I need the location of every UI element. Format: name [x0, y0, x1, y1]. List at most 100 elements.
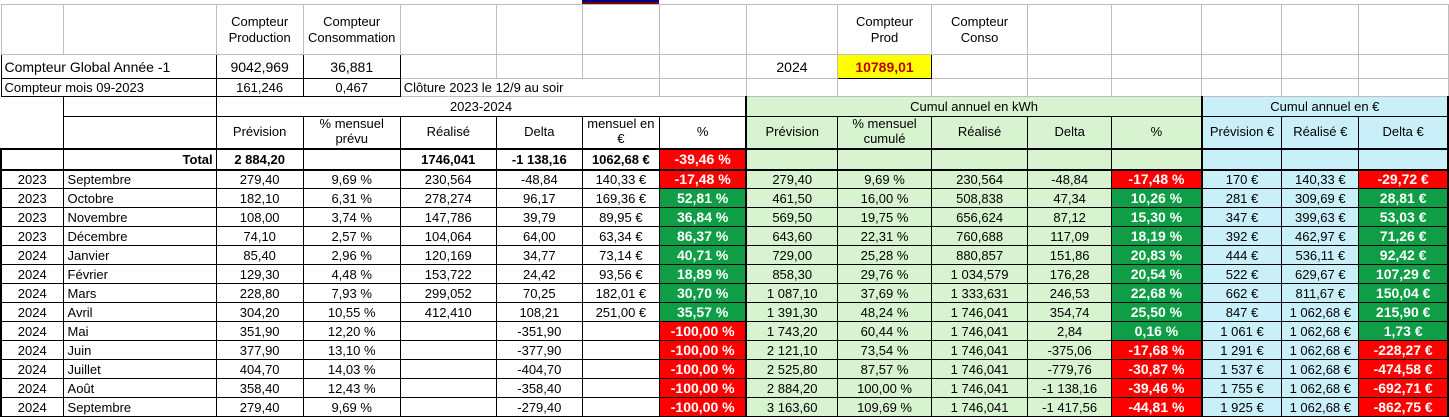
cell-realise[interactable]: 120,169: [399, 245, 497, 265]
cell-delta[interactable]: -351,90: [495, 321, 583, 341]
cell-delta[interactable]: 24,42: [495, 264, 583, 284]
cell-cumul-pct[interactable]: 9,69 %: [836, 169, 933, 189]
cell-year[interactable]: 2024: [0, 378, 64, 398]
empty-cell[interactable]: [745, 78, 839, 97]
cell-delta[interactable]: -279,40: [495, 397, 583, 417]
colheader-eur-0[interactable]: Prévision €: [1200, 116, 1283, 149]
cell-month[interactable]: Octobre: [62, 188, 217, 208]
cell-pct-mensuel[interactable]: [302, 147, 401, 171]
cell-cumul-realise[interactable]: 1 333,631: [931, 283, 1029, 303]
cell-prevision[interactable]: 182,10: [215, 188, 304, 208]
cell-delta-eur[interactable]: 107,29 €: [1358, 264, 1449, 284]
empty-cell[interactable]: [1201, 54, 1283, 79]
empty-cell[interactable]: [581, 54, 660, 79]
cell-realise[interactable]: [399, 397, 497, 417]
label-compteur-mois[interactable]: Compteur mois 09-2023: [0, 78, 217, 97]
cell-mensuel-eur[interactable]: [581, 340, 660, 360]
cell-cumul-prevision[interactable]: 3 163,60: [745, 397, 839, 417]
cell-prevision[interactable]: 108,00: [215, 207, 304, 227]
cell-delta-eur[interactable]: -228,27 €: [1358, 340, 1449, 360]
cell-cumul-pct[interactable]: 109,69 %: [836, 397, 933, 417]
cell-cumul-delta[interactable]: -1 417,56: [1027, 397, 1113, 417]
cell-delta[interactable]: 64,00: [495, 226, 583, 246]
cell-pct-mensuel[interactable]: 4,48 %: [302, 264, 401, 284]
cell-cumul-pct-result[interactable]: 20,54 %: [1111, 264, 1203, 284]
colheader-left-4[interactable]: mensuel en €: [581, 116, 660, 149]
empty-cell[interactable]: [1281, 54, 1360, 79]
cell-prevision[interactable]: 377,90: [215, 340, 304, 360]
cell-pct-mensuel[interactable]: 7,93 %: [302, 283, 401, 303]
colheader-left-3[interactable]: Delta: [495, 116, 583, 149]
cell-realise[interactable]: 230,564: [399, 169, 497, 189]
cell-year[interactable]: [0, 147, 64, 171]
cell-cumul-pct[interactable]: 87,57 %: [836, 359, 933, 379]
cell-delta-eur[interactable]: -692,71 €: [1358, 378, 1449, 398]
cell-pct-mensuel[interactable]: 12,43 %: [302, 378, 401, 398]
cell-pct-mensuel[interactable]: 10,55 %: [302, 302, 401, 322]
cell-cumul-pct-result[interactable]: -44,81 %: [1111, 397, 1203, 417]
value-global-consommation[interactable]: 36,881: [302, 54, 401, 79]
empty-cell[interactable]: [1281, 78, 1360, 97]
cell-month[interactable]: Février: [62, 264, 217, 284]
cell-delta[interactable]: -48,84: [495, 169, 583, 189]
cell-year[interactable]: 2023: [0, 226, 64, 246]
empty-cell[interactable]: [836, 78, 933, 97]
cell-mensuel-eur[interactable]: 140,33 €: [581, 169, 660, 189]
cell-cumul-realise[interactable]: 760,688: [931, 226, 1029, 246]
cell-pct-result[interactable]: 52,81 %: [658, 188, 747, 208]
cell-cumul-pct-result[interactable]: 25,50 %: [1111, 302, 1203, 322]
cell-prevision[interactable]: 351,90: [215, 321, 304, 341]
cell-prevision[interactable]: 279,40: [215, 169, 304, 189]
cell-cumul-prevision[interactable]: 858,30: [745, 264, 839, 284]
cell-cumul-pct[interactable]: 48,24 %: [836, 302, 933, 322]
cell-cumul-pct-result[interactable]: [1111, 147, 1203, 171]
cell-realise-eur[interactable]: 462,97 €: [1281, 226, 1360, 246]
cell-mensuel-eur[interactable]: 93,56 €: [581, 264, 660, 284]
colheader-kwh-2[interactable]: Réalisé: [931, 116, 1029, 149]
empty-cell[interactable]: [581, 4, 660, 55]
cell-realise[interactable]: 412,410: [399, 302, 497, 322]
cell-pct-mensuel[interactable]: 13,10 %: [302, 340, 401, 360]
cell-cumul-pct[interactable]: 16,00 %: [836, 188, 933, 208]
cell-prevision[interactable]: 74,10: [215, 226, 304, 246]
empty-cell[interactable]: [62, 96, 217, 117]
cell-realise-eur[interactable]: 1 062,68 €: [1281, 359, 1360, 379]
cell-cumul-delta[interactable]: -779,76: [1027, 359, 1113, 379]
cell-pct-result[interactable]: -100,00 %: [658, 359, 747, 379]
cell-cumul-pct-result[interactable]: -39,46 %: [1111, 378, 1203, 398]
colheader-kwh-1[interactable]: % mensuel cumulé: [836, 116, 933, 149]
cell-prevision-eur[interactable]: 1 537 €: [1200, 359, 1283, 379]
cell-pct-mensuel[interactable]: 14,03 %: [302, 359, 401, 379]
cell-cumul-realise[interactable]: 1 034,579: [931, 264, 1029, 284]
cell-month[interactable]: Novembre: [62, 207, 217, 227]
cell-cumul-realise[interactable]: 508,838: [931, 188, 1029, 208]
cell-cumul-delta[interactable]: 117,09: [1027, 226, 1113, 246]
header-compteur-prod[interactable]: Compteur Prod: [836, 4, 933, 55]
cell-mensuel-eur[interactable]: 1062,68 €: [581, 147, 660, 171]
cell-delta[interactable]: -1 138,16: [495, 147, 583, 171]
cell-cumul-pct[interactable]: 25,28 %: [836, 245, 933, 265]
cell-cumul-prevision[interactable]: 2 121,10: [745, 340, 839, 360]
cell-cumul-realise[interactable]: 1 746,041: [931, 302, 1029, 322]
cell-month[interactable]: Juillet: [62, 359, 217, 379]
cell-prevision[interactable]: 228,80: [215, 283, 304, 303]
empty-cell[interactable]: [399, 54, 497, 79]
empty-cell[interactable]: [931, 78, 1029, 97]
colheader-left-1[interactable]: % mensuel prévu: [302, 116, 401, 149]
cell-realise[interactable]: 153,722: [399, 264, 497, 284]
label-compteur-global[interactable]: Compteur Global Année -1: [0, 54, 217, 79]
cell-realise-eur[interactable]: 1 062,68 €: [1281, 378, 1360, 398]
cell-cumul-delta[interactable]: [1027, 147, 1113, 171]
cell-month[interactable]: Septembre: [62, 169, 217, 189]
cell-prevision[interactable]: 304,20: [215, 302, 304, 322]
cell-prevision-eur[interactable]: 392 €: [1200, 226, 1283, 246]
value-global-production[interactable]: 9042,969: [215, 54, 304, 79]
empty-cell[interactable]: [1201, 78, 1283, 97]
cell-year[interactable]: 2023: [0, 188, 64, 208]
cell-realise[interactable]: 299,052: [399, 283, 497, 303]
cell-delta-eur[interactable]: 215,90 €: [1358, 302, 1449, 322]
section-title-kwh[interactable]: Cumul annuel en kWh: [745, 96, 1203, 117]
cell-cumul-delta[interactable]: -48,84: [1027, 169, 1113, 189]
cell-cumul-pct[interactable]: 60,44 %: [836, 321, 933, 341]
cell-year[interactable]: 2024: [0, 321, 64, 341]
